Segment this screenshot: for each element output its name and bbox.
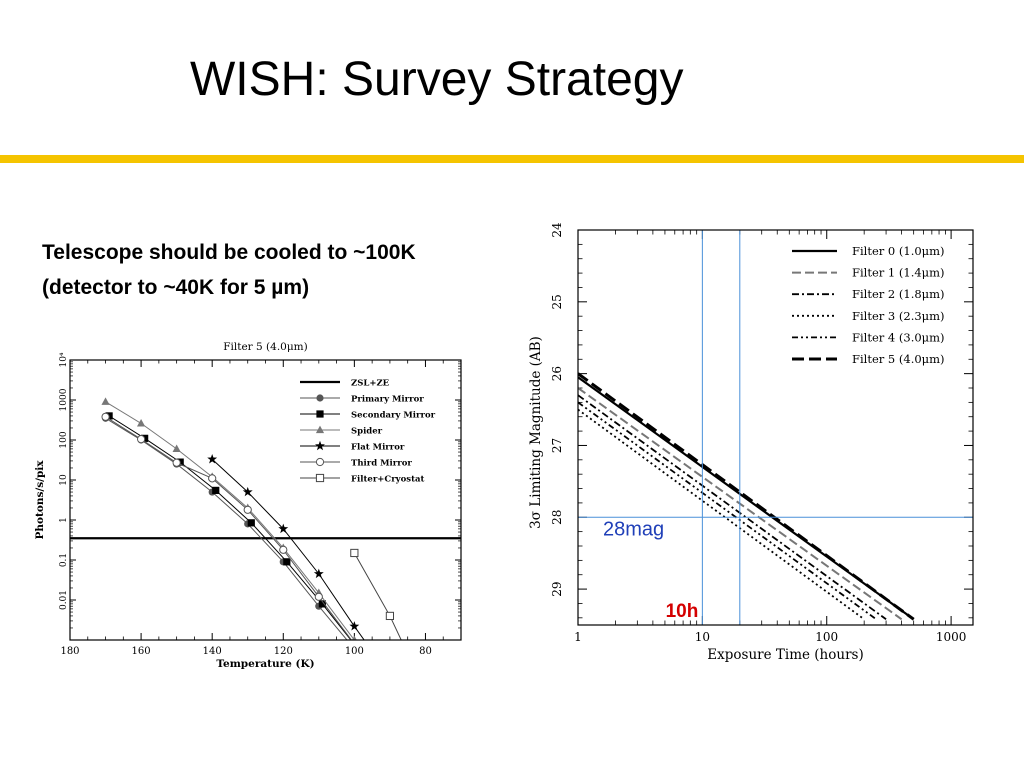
y-tick-label: 1 <box>59 517 69 523</box>
legend-label: Secondary Mirror <box>351 411 436 421</box>
y-axis-label: Photons/s/pix <box>34 460 46 540</box>
legend-label: Primary Mirror <box>351 395 424 405</box>
legend-marker-filter-cryostat <box>315 473 325 483</box>
data-point-third-mirror <box>279 545 288 554</box>
data-point-filter-cryostat <box>350 548 359 558</box>
data-point-flat-mirror <box>242 486 253 497</box>
legend-label: Filter 0 (1.0μm) <box>852 244 945 258</box>
x-tick-label: 10 <box>695 630 710 644</box>
data-point-spider <box>172 444 181 452</box>
x-tick-label: 1000 <box>936 630 967 644</box>
legend-label: Flat Mirror <box>351 443 405 453</box>
x-axis-label: Exposure Time (hours) <box>707 647 863 663</box>
left-plot-frame <box>69 359 462 641</box>
y-tick-label: 10⁴ <box>59 352 69 367</box>
legend-label: Filter 1 (1.4μm) <box>852 266 945 280</box>
data-point-spider <box>101 397 110 405</box>
y-tick-label: 24 <box>550 222 564 238</box>
data-point-flat-mirror <box>207 454 218 464</box>
subtitle-line-2: (detector to ~40K for 5 µm) <box>42 276 310 299</box>
data-point-flat-mirror <box>349 621 360 631</box>
series-line-primary-mirror <box>105 417 348 640</box>
y-tick-label: 100 <box>59 431 69 448</box>
legend-marker-spider <box>315 425 325 434</box>
legend-label: ZSL+ZE <box>351 379 390 389</box>
y-tick-label: 0.01 <box>59 590 69 610</box>
title-divider <box>0 155 1024 163</box>
y-tick-label: 25 <box>550 294 564 309</box>
legend-label: Filter 3 (2.3μm) <box>852 309 945 323</box>
data-point-filter-cryostat <box>385 611 395 621</box>
x-tick-label: 100 <box>345 646 364 657</box>
data-point-secondary-mirror <box>212 486 220 494</box>
right-plot-frame <box>577 229 974 626</box>
slide-title: WISH: Survey Strategy <box>190 53 684 106</box>
data-point-secondary-mirror <box>247 519 255 527</box>
x-tick-label: 180 <box>60 646 79 657</box>
legend-marker-secondary-mirror <box>316 410 324 418</box>
data-point-third-mirror <box>172 458 181 467</box>
chart-title: Filter 5 (4.0μm) <box>223 341 307 353</box>
data-point-third-mirror <box>243 505 252 514</box>
subtitle-line-1: Telescope should be cooled to ~100K <box>42 241 416 264</box>
limiting-magnitude-chart: 1 10 100 1000 24 25 26 27 28 29 Filter 0 (1.0μm) Fi… <box>528 222 974 663</box>
data-point-secondary-mirror <box>283 558 291 566</box>
annotation-28mag: 28mag <box>603 518 664 540</box>
legend-label: Third Mirror <box>351 459 412 469</box>
series-line-spider <box>105 401 355 640</box>
legend-label: Spider <box>351 427 383 437</box>
y-tick-label: 26 <box>550 366 564 381</box>
data-point-secondary-mirror <box>318 600 326 608</box>
y-tick-label: 27 <box>550 438 564 453</box>
legend-label: Filter 5 (4.0μm) <box>852 352 945 366</box>
series-line-secondary-mirror <box>108 415 352 640</box>
legend-marker-primary-mirror <box>316 394 324 402</box>
data-point-third-mirror <box>208 474 217 483</box>
legend-label: Filter+Cryostat <box>351 475 424 485</box>
temperature-photon-chart: Filter 5 (4.0μm) 180 160 140 120 100 80 0.01 0.1… <box>34 341 462 670</box>
x-tick-label: 1 <box>574 630 582 644</box>
x-tick-label: 100 <box>815 630 838 644</box>
series-line-filter-4-3-0-m <box>578 401 877 620</box>
x-tick-label: 80 <box>419 646 432 657</box>
series-line-filter-3-2-3-m <box>578 408 865 620</box>
x-axis-label: Temperature (K) <box>216 658 314 670</box>
data-point-spider <box>351 635 357 640</box>
x-tick-label: 120 <box>274 646 293 657</box>
data-point-third-mirror <box>314 592 323 601</box>
x-tick-label: 140 <box>203 646 222 657</box>
y-tick-label: 28 <box>550 510 564 525</box>
legend-marker-third-mirror <box>315 457 325 467</box>
series-line-filter-2-1-8-m <box>578 394 887 620</box>
data-point-flat-mirror <box>313 568 324 579</box>
y-tick-label: 1000 <box>59 388 69 411</box>
legend-label: Filter 4 (3.0μm) <box>852 330 945 344</box>
left-plot-area <box>70 397 461 640</box>
series-line-third-mirror <box>105 416 353 640</box>
right-plot-area <box>578 372 915 621</box>
data-point-third-mirror <box>101 412 110 421</box>
data-point-third-mirror <box>136 435 146 444</box>
y-tick-label: 0.1 <box>59 553 69 567</box>
legend-marker-flat-mirror <box>315 440 325 451</box>
data-point-flat-mirror <box>278 523 289 534</box>
y-tick-label: 10 <box>59 474 69 486</box>
legend-label: Filter 2 (1.8μm) <box>852 287 945 301</box>
y-tick-label: 29 <box>550 581 564 596</box>
series-line-filter-5-4-0-m <box>578 372 915 621</box>
annotation-10h: 10h <box>666 601 699 622</box>
series-line-filter-cryostat <box>353 552 402 640</box>
series-line-flat-mirror <box>211 458 365 640</box>
y-axis-label: 3σ Limiting Magnitude (AB) <box>528 336 544 529</box>
x-tick-label: 160 <box>132 646 151 657</box>
data-point-spider <box>136 419 146 427</box>
